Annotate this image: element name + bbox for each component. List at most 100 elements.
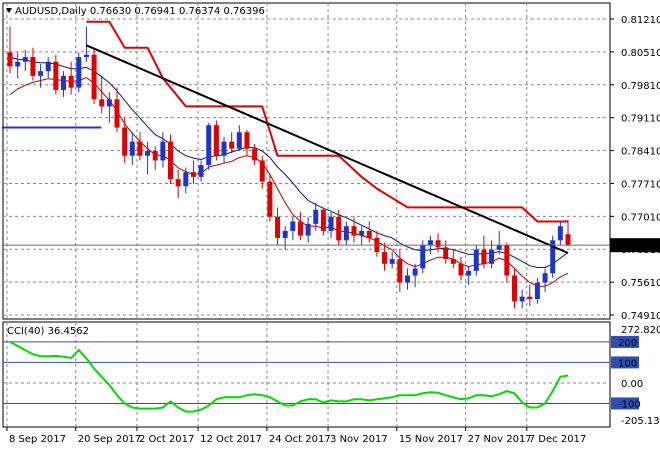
x-tick-label: 7 Dec 2017 [529,434,587,445]
cci-line [9,341,569,413]
price-panel-frame [2,2,611,320]
candle-body [336,216,342,241]
current-price-box [610,238,660,253]
candle-body [496,244,502,250]
channel-line [86,20,568,223]
x-tick-label: 12 Oct 2017 [200,434,262,445]
candle-body [504,244,510,276]
candle-body [183,172,189,187]
candle-body [22,57,28,62]
candle-body [511,275,517,302]
candle-body [366,230,372,238]
price-tick-label: 0.80510 [621,48,660,59]
candle-body [236,132,242,149]
candle-body [489,249,495,264]
price-tick-label: 0.77710 [621,179,660,190]
candle-body [68,75,74,88]
candle-body [175,179,181,187]
candle-body [359,230,365,236]
cci-level-box [611,356,639,369]
candle-body [481,249,487,264]
candle-body [168,141,174,180]
candle-body [351,226,357,236]
candle-body [290,221,296,231]
candle-body [389,259,395,264]
candle-body [91,54,97,100]
cci-tick-label: 200 [618,338,637,349]
candle-body [320,209,326,231]
candle-body [427,240,433,245]
candle-body [343,226,349,241]
candle-body [519,296,525,302]
candle-body [213,125,219,156]
candle-body [7,52,13,67]
candle-body [542,273,548,283]
candle-body [297,221,303,236]
candle-body [152,151,158,161]
candle-body [137,141,143,156]
candle-body [267,181,273,217]
price-tick-label: 0.74910 [621,311,660,322]
candle-body [450,259,456,264]
candle-body [53,61,59,90]
candle-body [550,240,556,274]
x-tick-label: 15 Nov 2017 [399,434,463,445]
candle-body [443,247,449,260]
candle-body [404,275,410,283]
candle-body [473,249,479,271]
candle-body [61,75,67,90]
candle-body [435,240,441,248]
candle-body [397,259,403,283]
cci-panel-frame [2,321,611,428]
candle-body [160,141,166,161]
candle-body [259,160,265,182]
candle-body [527,296,533,300]
candle-body [99,99,105,107]
candle-body [83,54,89,58]
cci-header: CCI(40) 36.4562 [7,326,89,337]
candle-body [106,99,112,107]
candle-body [229,141,235,149]
x-tick-label: 27 Nov 2017 [468,434,532,445]
candle-body [145,151,151,156]
trendline [86,44,569,254]
cci-tick-label: 100 [618,358,637,369]
cci-level-box [611,335,639,348]
candle-body [221,141,227,156]
x-tick-label: 2 Oct 2017 [139,434,194,445]
candle-body [198,165,204,177]
candle-body [275,216,281,238]
candle-body [382,252,388,264]
price-header: AUDUSD,Daily 0.76630 0.76941 0.76374 0.7… [15,6,265,17]
price-tick-label: 0.78410 [621,147,660,158]
current-price-label: 0.76396 [616,241,657,252]
candle-body [206,125,212,166]
candle-body [282,230,288,238]
x-tick-label: 8 Sep 2017 [9,434,66,445]
candle-body [420,244,426,269]
x-tick-label: 3 Nov 2017 [330,434,388,445]
candle-body [190,172,196,177]
cci-tick-label: 0.00 [621,379,643,390]
candle-body [252,148,258,161]
x-tick-label: 24 Oct 2017 [269,434,331,445]
candle-body [15,61,21,67]
candle-body [557,226,563,241]
candle-body [458,263,464,276]
candle-body [313,209,319,224]
price-tick-label: 0.77010 [621,212,660,223]
candle-body [328,216,334,231]
candle-body [122,127,128,156]
candle-body [76,57,82,88]
price-tick-label: 0.75610 [621,278,660,289]
cci-tick-label: -205.1327 [621,416,660,427]
candle-body [45,61,51,72]
price-tick-label: 0.79110 [621,114,660,125]
cci-level-box [611,397,639,410]
candle-body [114,99,120,128]
candle-body [38,71,44,76]
candle-body [412,268,418,276]
candle-body [534,282,540,300]
candle-body [565,234,571,245]
